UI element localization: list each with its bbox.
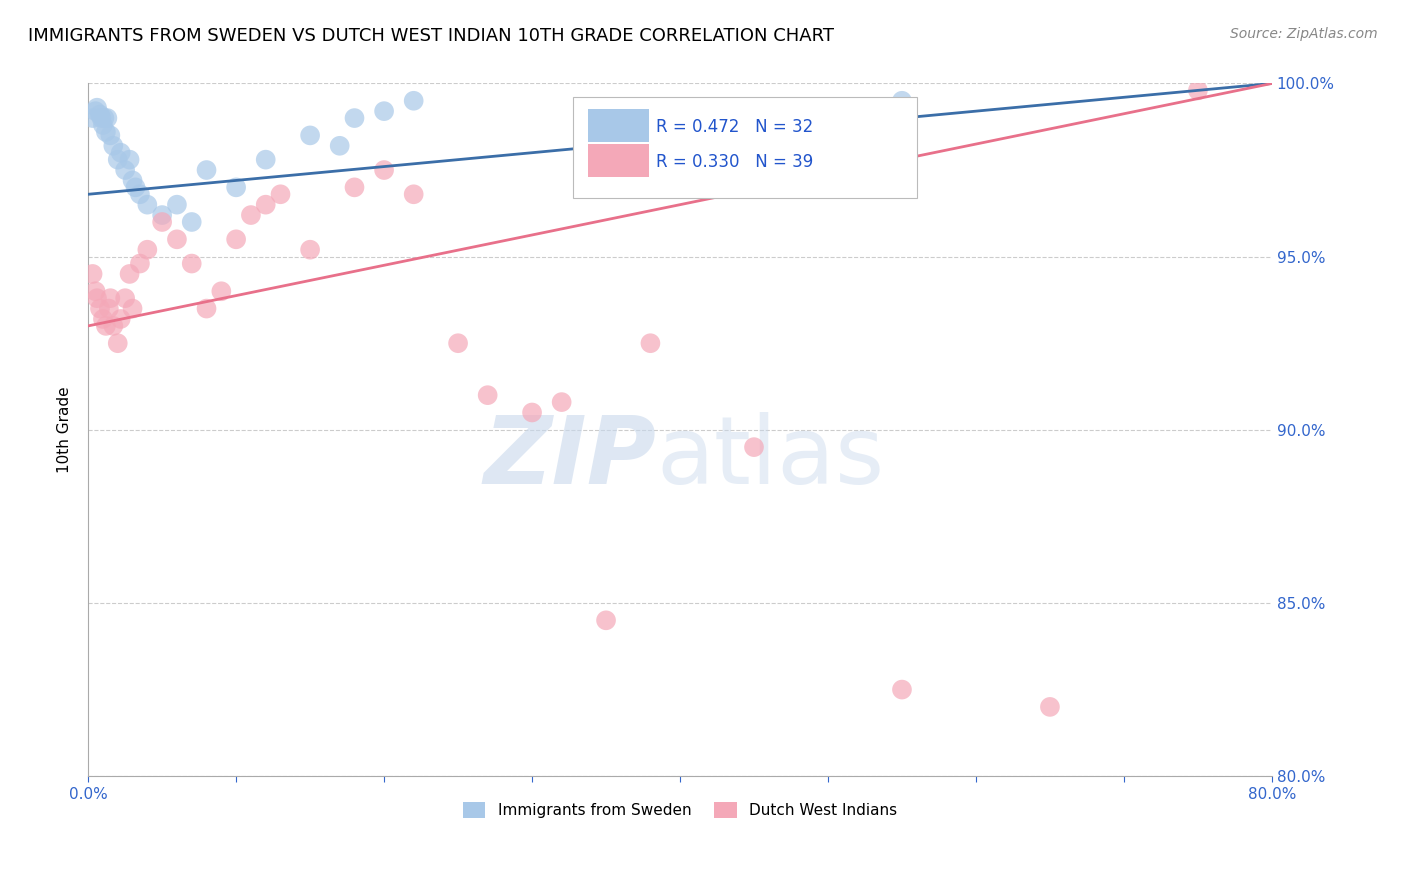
Point [640, 336, 662, 351]
Point [91, 312, 114, 326]
Point [595, 613, 617, 627]
Point [107, 336, 129, 351]
Point [225, 180, 247, 194]
Point [94, 125, 117, 139]
Point [195, 163, 218, 178]
Point [96, 111, 118, 125]
Point [373, 163, 395, 178]
Text: R = 0.330   N = 39: R = 0.330 N = 39 [657, 153, 814, 170]
Point [121, 173, 143, 187]
Point [343, 111, 366, 125]
Point [98, 128, 121, 143]
Point [891, 682, 914, 697]
Y-axis label: 10th Grade: 10th Grade [58, 386, 72, 473]
FancyBboxPatch shape [574, 97, 917, 198]
Point [98, 291, 121, 305]
Point [110, 145, 132, 160]
Point [402, 94, 425, 108]
Point [477, 388, 499, 402]
Point [299, 243, 322, 257]
Point [82, 111, 104, 125]
Point [343, 180, 366, 194]
Point [550, 395, 572, 409]
Point [891, 94, 914, 108]
Point [520, 405, 543, 419]
Point [110, 312, 132, 326]
Point [89, 301, 111, 316]
Point [118, 153, 141, 167]
Point [150, 215, 173, 229]
Point [91, 118, 114, 132]
Point [239, 208, 262, 222]
Point [254, 153, 277, 167]
Point [373, 104, 395, 119]
Text: atlas: atlas [657, 411, 884, 503]
Point [90, 111, 112, 125]
Point [447, 336, 470, 351]
Point [89, 107, 111, 121]
Point [742, 440, 765, 454]
Point [86, 291, 108, 305]
Text: IMMIGRANTS FROM SWEDEN VS DUTCH WEST INDIAN 10TH GRADE CORRELATION CHART: IMMIGRANTS FROM SWEDEN VS DUTCH WEST IND… [28, 27, 834, 45]
Point [97, 301, 120, 316]
Point [114, 163, 136, 178]
Point [195, 301, 218, 316]
Point [129, 256, 152, 270]
Point [82, 267, 104, 281]
Point [114, 291, 136, 305]
Point [136, 243, 159, 257]
Point [124, 180, 146, 194]
Point [121, 301, 143, 316]
Text: R = 0.472   N = 32: R = 0.472 N = 32 [657, 118, 814, 136]
Text: ZIP: ZIP [484, 411, 657, 503]
Point [118, 267, 141, 281]
Point [1039, 699, 1062, 714]
Point [166, 197, 188, 211]
Point [129, 187, 152, 202]
FancyBboxPatch shape [588, 144, 650, 177]
Legend: Immigrants from Sweden, Dutch West Indians: Immigrants from Sweden, Dutch West India… [457, 796, 904, 824]
Point [402, 187, 425, 202]
Text: Source: ZipAtlas.com: Source: ZipAtlas.com [1230, 27, 1378, 41]
Point [254, 197, 277, 211]
Point [94, 318, 117, 333]
Point [299, 128, 322, 143]
Point [84, 285, 107, 299]
Point [150, 208, 173, 222]
Point [136, 197, 159, 211]
Point [107, 153, 129, 167]
Point [103, 138, 125, 153]
Point [270, 187, 292, 202]
Point [84, 104, 107, 119]
Point [166, 232, 188, 246]
Point [180, 215, 202, 229]
Point [209, 285, 232, 299]
Point [86, 101, 108, 115]
Point [103, 318, 125, 333]
Point [93, 111, 115, 125]
Point [225, 232, 247, 246]
Point [329, 138, 352, 153]
Point [1187, 83, 1209, 97]
Point [595, 101, 617, 115]
FancyBboxPatch shape [588, 109, 650, 143]
Point [180, 256, 202, 270]
